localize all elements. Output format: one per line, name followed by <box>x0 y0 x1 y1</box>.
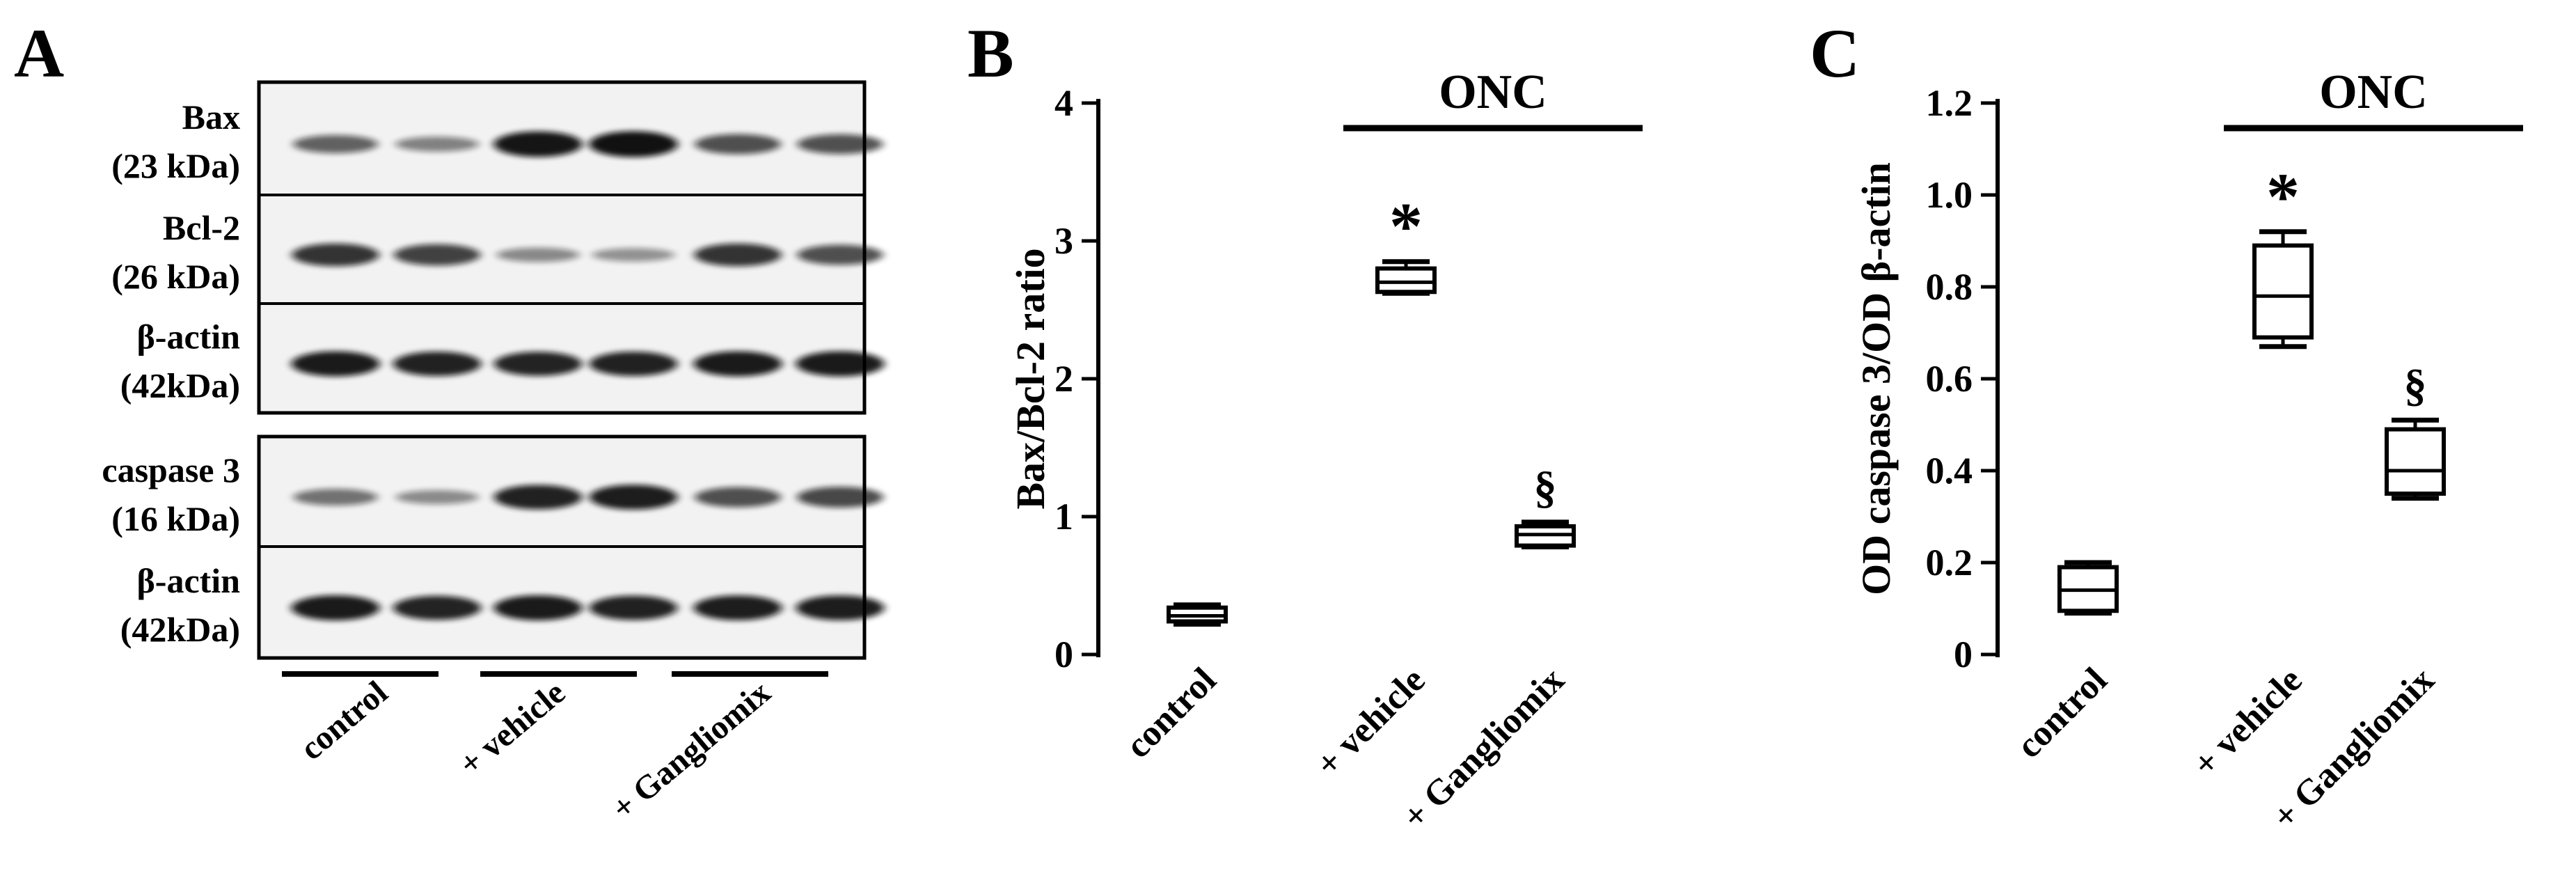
blot-label-1: Bcl-2 <box>163 208 240 247</box>
band-0-5 <box>797 134 883 155</box>
y-tick-label: 3 <box>1054 220 1073 262</box>
x-tick-label-0: control <box>2009 660 2115 766</box>
y-axis-label: Bax/Bcl-2 ratio <box>1008 248 1053 509</box>
band-1-4 <box>694 243 782 267</box>
box-2 <box>2385 417 2446 501</box>
box-1 <box>2252 229 2314 350</box>
band-1-0 <box>292 243 379 267</box>
y-tick-label: 1.0 <box>1926 174 1973 216</box>
box-0 <box>2057 560 2119 616</box>
y-tick-label: 1.2 <box>1926 82 1973 124</box>
x-tick-label-1: + vehicle <box>1309 660 1433 785</box>
blot-mw-2: (42kDa) <box>120 366 240 405</box>
group-label-1: + vehicle <box>452 674 572 783</box>
blot-mw-3: (16 kDa) <box>111 499 240 538</box>
band-3-2 <box>493 485 583 510</box>
band-4-2 <box>493 595 583 621</box>
band-1-5 <box>797 244 883 265</box>
band-2-1 <box>393 351 482 377</box>
band-4-1 <box>393 595 482 620</box>
blot-mw-4: (42kDa) <box>120 610 240 649</box>
onc-label-b: ONC <box>1439 65 1547 119</box>
box-rect-1 <box>1375 266 1437 295</box>
band-2-5 <box>796 351 885 377</box>
band-2-3 <box>589 351 678 377</box>
blot-label-2: β-actin <box>136 317 240 356</box>
onc-label-c: ONC <box>2319 65 2428 119</box>
band-0-1 <box>395 136 479 152</box>
blot-label-0: Bax <box>182 97 240 136</box>
band-3-5 <box>797 487 883 508</box>
box-rect-1 <box>2252 243 2314 340</box>
box-rect-2 <box>2385 427 2446 496</box>
band-4-5 <box>796 595 885 620</box>
y-tick-label: 1 <box>1054 496 1073 538</box>
band-0-0 <box>293 135 378 153</box>
band-0-4 <box>695 134 781 155</box>
band-3-1 <box>395 489 479 505</box>
panel-letter-b: B <box>967 15 1014 92</box>
y-tick-label: 0 <box>1954 634 1973 675</box>
band-3-3 <box>589 485 678 510</box>
band-1-3 <box>592 248 675 262</box>
significance-mark-2: § <box>1534 462 1557 513</box>
y-tick-label: 0 <box>1054 634 1073 675</box>
significance-mark-2: § <box>2404 360 2427 411</box>
band-4-3 <box>589 595 678 620</box>
western-blot-panel: Bax (23 kDa) Bcl-2 (26 kDa) β-actin (42kDa) ca… <box>102 80 885 827</box>
y-tick-label: 4 <box>1054 82 1073 124</box>
y-tick-label: 0.8 <box>1926 266 1973 308</box>
band-4-4 <box>693 595 782 620</box>
box-0 <box>1167 602 1228 627</box>
x-tick-label-0: control <box>1119 660 1224 766</box>
band-0-2 <box>493 131 583 157</box>
significance-mark-1: * <box>2266 159 2300 234</box>
group-label-0: control <box>293 674 395 767</box>
band-2-0 <box>291 351 380 377</box>
onc-bracket-c: ONC <box>2224 65 2523 132</box>
blot-mw-1: (26 kDa) <box>111 257 240 296</box>
y-tick-label: 0.4 <box>1926 450 1973 492</box>
blot-label-3: caspase 3 <box>102 450 240 489</box>
band-2-4 <box>693 351 782 377</box>
y-tick-label: 2 <box>1054 358 1073 400</box>
band-1-1 <box>393 244 481 266</box>
box-2 <box>1515 519 1576 550</box>
blot-frame-1 <box>257 434 867 660</box>
y-tick-label: 0.6 <box>1926 358 1973 400</box>
band-2-2 <box>493 352 583 376</box>
band-0-3 <box>589 131 678 157</box>
onc-bracket-b: ONC <box>1343 65 1643 132</box>
blot-frame-0 <box>257 80 867 415</box>
blot-label-4: β-actin <box>136 561 240 600</box>
y-tick-label: 0.2 <box>1926 542 1973 583</box>
band-3-4 <box>695 487 781 508</box>
group-label-2: + Gangliomix <box>605 674 777 827</box>
panel-letter-a: A <box>14 15 64 92</box>
panel-letter-c: C <box>1810 15 1860 92</box>
band-1-2 <box>496 247 580 262</box>
x-tick-label-1: + vehicle <box>2186 660 2310 785</box>
box-1 <box>1375 259 1437 296</box>
y-axis-label: OD caspase 3/OD β-actin <box>1854 162 1899 595</box>
band-3-0 <box>293 488 378 506</box>
band-4-0 <box>291 595 380 621</box>
significance-mark-1: * <box>1389 189 1423 264</box>
blot-mw-0: (23 kDa) <box>111 146 240 185</box>
chart-c: 0 0.2 0.4 0.6 0.8 1.0 1.2 OD caspase 3/OD β-act… <box>1854 82 2446 837</box>
